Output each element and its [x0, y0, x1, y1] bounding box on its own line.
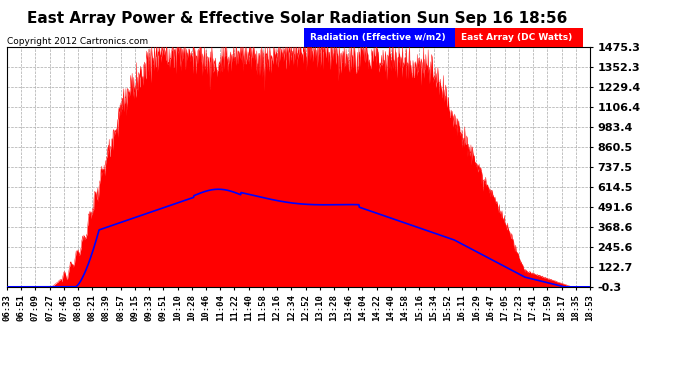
Text: Copyright 2012 Cartronics.com: Copyright 2012 Cartronics.com [7, 38, 148, 46]
Text: East Array (DC Watts): East Array (DC Watts) [460, 33, 572, 42]
Text: Radiation (Effective w/m2): Radiation (Effective w/m2) [310, 33, 445, 42]
Text: East Array Power & Effective Solar Radiation Sun Sep 16 18:56: East Array Power & Effective Solar Radia… [26, 11, 567, 26]
